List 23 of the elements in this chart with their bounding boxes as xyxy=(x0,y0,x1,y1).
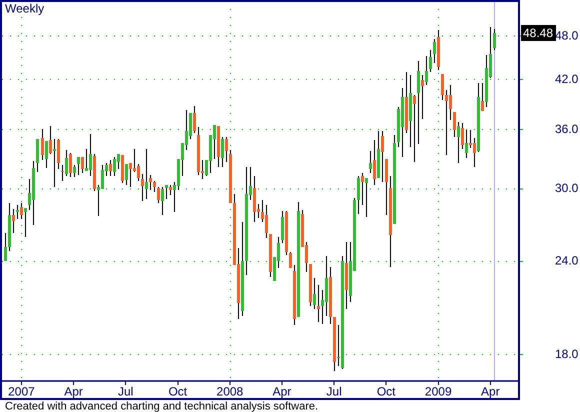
x-tick-label: Apr xyxy=(481,384,500,399)
candlestick xyxy=(317,285,320,322)
y-tick-label: 42.0 xyxy=(555,72,579,86)
x-tick-label: Jul xyxy=(118,384,134,399)
x-tick-label: 2007 xyxy=(8,384,36,399)
text: Created with advanced charting and technical analysis software. xyxy=(5,400,318,412)
candlestick xyxy=(61,165,64,181)
chart-title: Weekly xyxy=(5,1,44,16)
x-tick-label: 2008 xyxy=(216,384,244,399)
candlestick xyxy=(445,90,448,155)
x-tick-label: Oct xyxy=(376,384,396,399)
x-tick-label: Apr xyxy=(64,384,83,399)
x-tick-label: 2009 xyxy=(424,384,452,399)
y-tick-label: 24.0 xyxy=(555,254,579,268)
y-tick-label: 48.0 xyxy=(555,28,579,43)
candlestick xyxy=(53,139,56,187)
y-tick-label: 30.0 xyxy=(555,181,579,196)
x-tick-label: Oct xyxy=(168,384,188,399)
x-tick-label: Apr xyxy=(272,384,292,399)
y-tick-label: 36.0 xyxy=(555,122,579,136)
y-tick-label: 18.0 xyxy=(555,347,579,362)
x-tick-label: Jul xyxy=(326,384,342,399)
annotation: 48.48 xyxy=(523,26,554,40)
